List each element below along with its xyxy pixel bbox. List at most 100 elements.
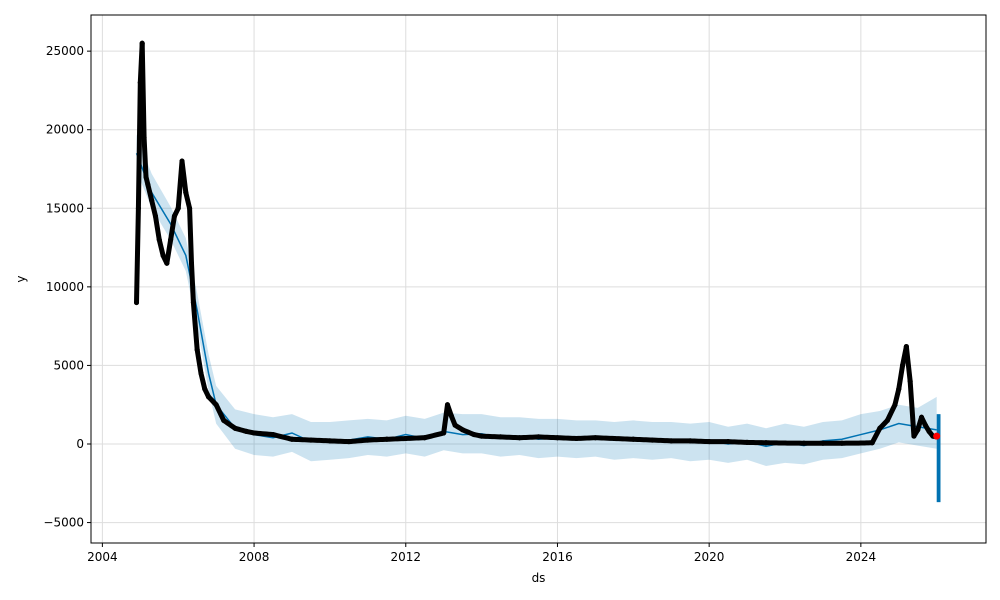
observed-segment bbox=[139, 40, 147, 141]
observed-point bbox=[168, 237, 174, 243]
observed-segment bbox=[892, 386, 902, 408]
observed-segment bbox=[141, 135, 149, 180]
observed-point bbox=[289, 436, 295, 442]
observed-segment bbox=[135, 80, 143, 211]
y-tick-label: 5000 bbox=[53, 358, 84, 372]
observed-point bbox=[725, 439, 731, 445]
observed-point bbox=[190, 300, 196, 306]
x-axis-ticks: 2004 2008 2012 2016 2020 2024 bbox=[87, 543, 876, 564]
observed-point bbox=[877, 425, 883, 431]
observed-point bbox=[143, 174, 149, 180]
y-tick-label: 20000 bbox=[46, 123, 84, 137]
x-axis-label: ds bbox=[532, 571, 546, 585]
observed-segment bbox=[896, 362, 906, 392]
x-tick-label: 2024 bbox=[846, 550, 877, 564]
observed-segment bbox=[592, 435, 617, 441]
observed-point bbox=[911, 433, 917, 439]
observed-point bbox=[926, 428, 932, 434]
observed-point bbox=[149, 197, 155, 203]
observed-segment bbox=[479, 433, 504, 440]
observed-segment bbox=[649, 437, 674, 444]
observed-segment bbox=[573, 435, 598, 441]
observed-segment bbox=[687, 438, 712, 445]
observed-segment bbox=[346, 437, 371, 445]
observed-segment bbox=[869, 425, 883, 446]
observed-point bbox=[517, 435, 523, 441]
observed-segment bbox=[194, 347, 204, 376]
observed-point bbox=[900, 362, 906, 368]
x-tick-label: 2020 bbox=[694, 550, 725, 564]
observed-segment bbox=[884, 402, 898, 423]
uncertainty-interval bbox=[136, 134, 937, 466]
observed-point bbox=[801, 440, 807, 446]
observed-point bbox=[327, 438, 333, 444]
observed-point bbox=[152, 213, 158, 219]
observed-segment bbox=[145, 182, 155, 203]
observed-segment bbox=[554, 435, 579, 441]
observed-point bbox=[554, 435, 560, 441]
observed-point bbox=[164, 260, 170, 266]
observed-point bbox=[187, 205, 193, 211]
observed-point bbox=[384, 436, 390, 442]
observed-point bbox=[922, 422, 928, 428]
observed-point bbox=[135, 205, 141, 211]
observed-point bbox=[452, 422, 458, 428]
observed-segment bbox=[270, 432, 295, 442]
observed-point bbox=[858, 440, 864, 446]
observed-segment bbox=[289, 436, 314, 443]
observed-segment bbox=[630, 436, 655, 443]
observed-point bbox=[232, 425, 238, 431]
observed-segment bbox=[903, 344, 913, 384]
observed-point bbox=[270, 432, 276, 438]
x-tick-label: 2008 bbox=[239, 550, 270, 564]
observed-point bbox=[137, 80, 143, 86]
observed-segment bbox=[725, 439, 750, 445]
observed-point bbox=[134, 300, 140, 306]
observed-segment bbox=[187, 205, 194, 266]
observed-point bbox=[479, 433, 485, 439]
observed-point bbox=[206, 394, 212, 400]
observed-segment bbox=[179, 158, 189, 196]
x-tick-label: 2012 bbox=[390, 550, 421, 564]
observed-point bbox=[592, 435, 598, 441]
forecast-band bbox=[936, 414, 941, 503]
observed-point bbox=[183, 190, 189, 196]
interval-area bbox=[136, 134, 937, 466]
observed-point bbox=[198, 370, 204, 376]
observed-segment bbox=[183, 190, 193, 211]
observed-point bbox=[403, 436, 409, 441]
x-tick-label: 2016 bbox=[542, 550, 573, 564]
observed-point bbox=[448, 413, 454, 419]
observed-segment bbox=[611, 436, 636, 442]
observed-point bbox=[346, 439, 352, 445]
observed-segment bbox=[213, 402, 227, 423]
forecast-band-bar bbox=[936, 414, 941, 503]
y-tick-label: 25000 bbox=[46, 44, 84, 58]
y-tick-label: −5000 bbox=[43, 516, 84, 530]
observed-point bbox=[156, 237, 162, 243]
observed-point bbox=[782, 440, 788, 446]
observed-segment bbox=[164, 237, 174, 266]
observed-segment bbox=[134, 205, 141, 306]
observed-segment bbox=[156, 237, 166, 258]
y-tick-label: 10000 bbox=[46, 280, 84, 294]
y-tick-label: 15000 bbox=[46, 201, 84, 215]
observed-point bbox=[869, 440, 875, 446]
observed-segment bbox=[517, 434, 541, 441]
observed-point bbox=[460, 427, 466, 433]
observed-point bbox=[308, 437, 314, 443]
observed-point bbox=[188, 260, 194, 266]
observed-segment bbox=[536, 434, 560, 441]
observed-segment bbox=[198, 370, 208, 392]
highlight-marker bbox=[933, 432, 941, 440]
observed-point bbox=[573, 436, 579, 441]
observed-point bbox=[611, 436, 617, 441]
observed-point bbox=[744, 439, 750, 445]
observed-point bbox=[919, 414, 925, 420]
grid bbox=[91, 15, 986, 543]
observed-segment bbox=[190, 300, 200, 353]
observed-point bbox=[202, 386, 208, 392]
observed-point bbox=[194, 347, 200, 353]
observed-point bbox=[649, 437, 655, 443]
